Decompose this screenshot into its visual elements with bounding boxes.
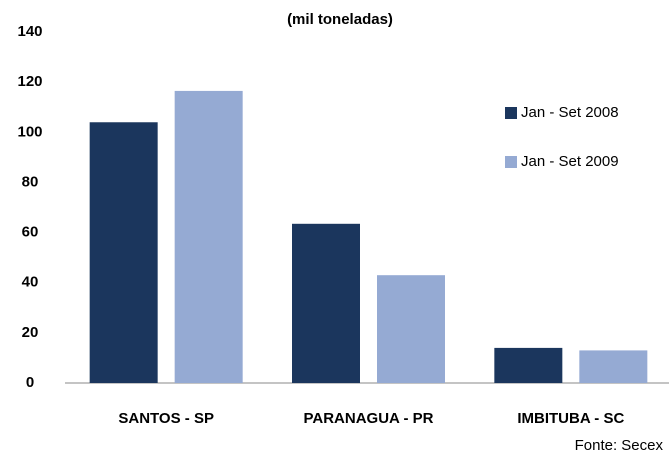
x-tick-label: PARANAGUA - PR	[304, 410, 434, 427]
y-tick-label: 120	[17, 73, 42, 90]
y-tick-label: 80	[22, 173, 39, 190]
y-tick-label: 60	[22, 224, 39, 241]
y-tick-label: 20	[22, 324, 39, 341]
legend-swatch	[505, 107, 517, 119]
legend-swatch	[505, 156, 517, 168]
x-tick-label: SANTOS - SP	[118, 410, 214, 427]
y-tick-label: 140	[17, 23, 42, 40]
bar	[494, 347, 563, 383]
legend-label: Jan - Set 2009	[521, 153, 619, 170]
y-tick-label: 100	[17, 123, 42, 140]
legend-label: Jan - Set 2008	[521, 104, 619, 121]
bar	[89, 122, 158, 383]
source: Fonte: Secex	[575, 437, 664, 454]
bar	[174, 90, 243, 384]
bar	[377, 275, 445, 383]
bar	[292, 223, 360, 383]
y-tick-label: 40	[22, 274, 39, 291]
chart-subtitle: (mil toneladas)	[287, 11, 393, 28]
bar	[579, 350, 648, 383]
y-tick-label: 0	[26, 374, 34, 391]
x-tick-label: IMBITUBA - SC	[517, 410, 624, 427]
